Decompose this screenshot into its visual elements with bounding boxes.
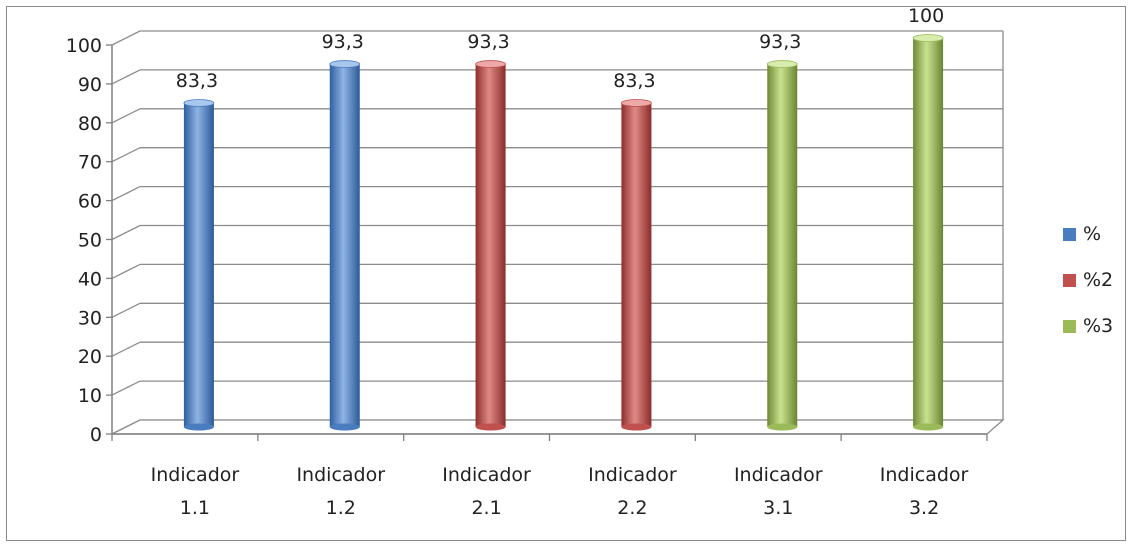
data-label: 83,3 bbox=[176, 70, 218, 92]
bar bbox=[475, 60, 506, 431]
y-tick-label: 50 bbox=[78, 230, 102, 252]
legend-swatch bbox=[1063, 320, 1076, 333]
data-label: 93,3 bbox=[322, 31, 364, 53]
x-tick-label: Indicador 1.2 bbox=[296, 464, 385, 519]
bar-top bbox=[621, 99, 652, 107]
data-label: 83,3 bbox=[613, 70, 655, 92]
bar bbox=[183, 99, 215, 431]
y-tick-label: 20 bbox=[78, 346, 102, 368]
gridline-depth bbox=[111, 108, 141, 124]
y-tick-label: 40 bbox=[78, 268, 102, 290]
x-tick-label: Indicador 3.1 bbox=[734, 464, 823, 519]
gridline-depth bbox=[111, 186, 141, 202]
bar-top bbox=[183, 99, 215, 107]
gridline-depth bbox=[111, 380, 141, 396]
chart-frame: 0 10 20 30 40 50 60 70 80 90 100 Indicador 1.1 Indica… bbox=[6, 5, 1126, 541]
gridline-depth bbox=[111, 302, 141, 318]
gridline-depth bbox=[111, 224, 141, 241]
bar-chart: 0 10 20 30 40 50 60 70 80 90 100 Indicador 1.1 Indica… bbox=[66, 5, 1113, 519]
y-tick-label: 90 bbox=[78, 74, 102, 96]
legend-label: %3 bbox=[1083, 315, 1113, 337]
bar-body bbox=[913, 38, 944, 427]
y-tick-label: 0 bbox=[90, 424, 102, 446]
legend-label: %2 bbox=[1083, 269, 1113, 291]
bar-top bbox=[329, 60, 361, 68]
gridline-depth bbox=[111, 341, 141, 357]
y-tick-label: 60 bbox=[78, 191, 102, 213]
bar-top bbox=[475, 60, 506, 68]
bar-body bbox=[767, 64, 798, 428]
legend-swatch bbox=[1063, 228, 1076, 241]
bar bbox=[766, 60, 798, 431]
bar bbox=[621, 99, 652, 431]
bar-base bbox=[913, 423, 944, 431]
bar bbox=[912, 34, 944, 431]
gridline-depth bbox=[111, 263, 141, 279]
bar-base bbox=[329, 423, 360, 431]
y-tick-label: 30 bbox=[78, 307, 102, 329]
gridline-depth bbox=[111, 147, 141, 163]
legend-label: % bbox=[1083, 223, 1101, 245]
legend: % %2 %3 bbox=[1063, 223, 1113, 337]
bar-body bbox=[475, 64, 506, 428]
bar bbox=[329, 60, 361, 431]
y-tick-label: 80 bbox=[78, 113, 102, 135]
x-tick-label: Indicador 2.1 bbox=[442, 464, 531, 519]
x-tick-label: Indicador 3.2 bbox=[880, 464, 969, 519]
y-tick-label: 100 bbox=[66, 35, 102, 57]
data-label: 93,3 bbox=[759, 31, 801, 53]
bar-body bbox=[621, 102, 652, 427]
legend-swatch bbox=[1063, 274, 1076, 287]
y-tick-label: 10 bbox=[78, 385, 102, 407]
gridline-depth bbox=[111, 30, 141, 46]
data-label: 93,3 bbox=[467, 31, 509, 53]
bar-base bbox=[621, 423, 652, 431]
bar-base bbox=[183, 423, 214, 431]
data-label: 100 bbox=[908, 7, 944, 27]
bar-base bbox=[767, 423, 798, 431]
bar-body bbox=[183, 102, 214, 427]
bar-base bbox=[475, 423, 506, 431]
gridline-depth bbox=[111, 69, 141, 85]
bar-top bbox=[912, 34, 944, 42]
x-tick-label: Indicador 2.2 bbox=[588, 464, 677, 519]
y-tick-label: 70 bbox=[78, 152, 102, 174]
bar-body bbox=[329, 64, 360, 428]
bar-top bbox=[766, 60, 798, 68]
chart-floor bbox=[111, 419, 1005, 435]
x-tick-label: Indicador 1.1 bbox=[151, 464, 240, 519]
